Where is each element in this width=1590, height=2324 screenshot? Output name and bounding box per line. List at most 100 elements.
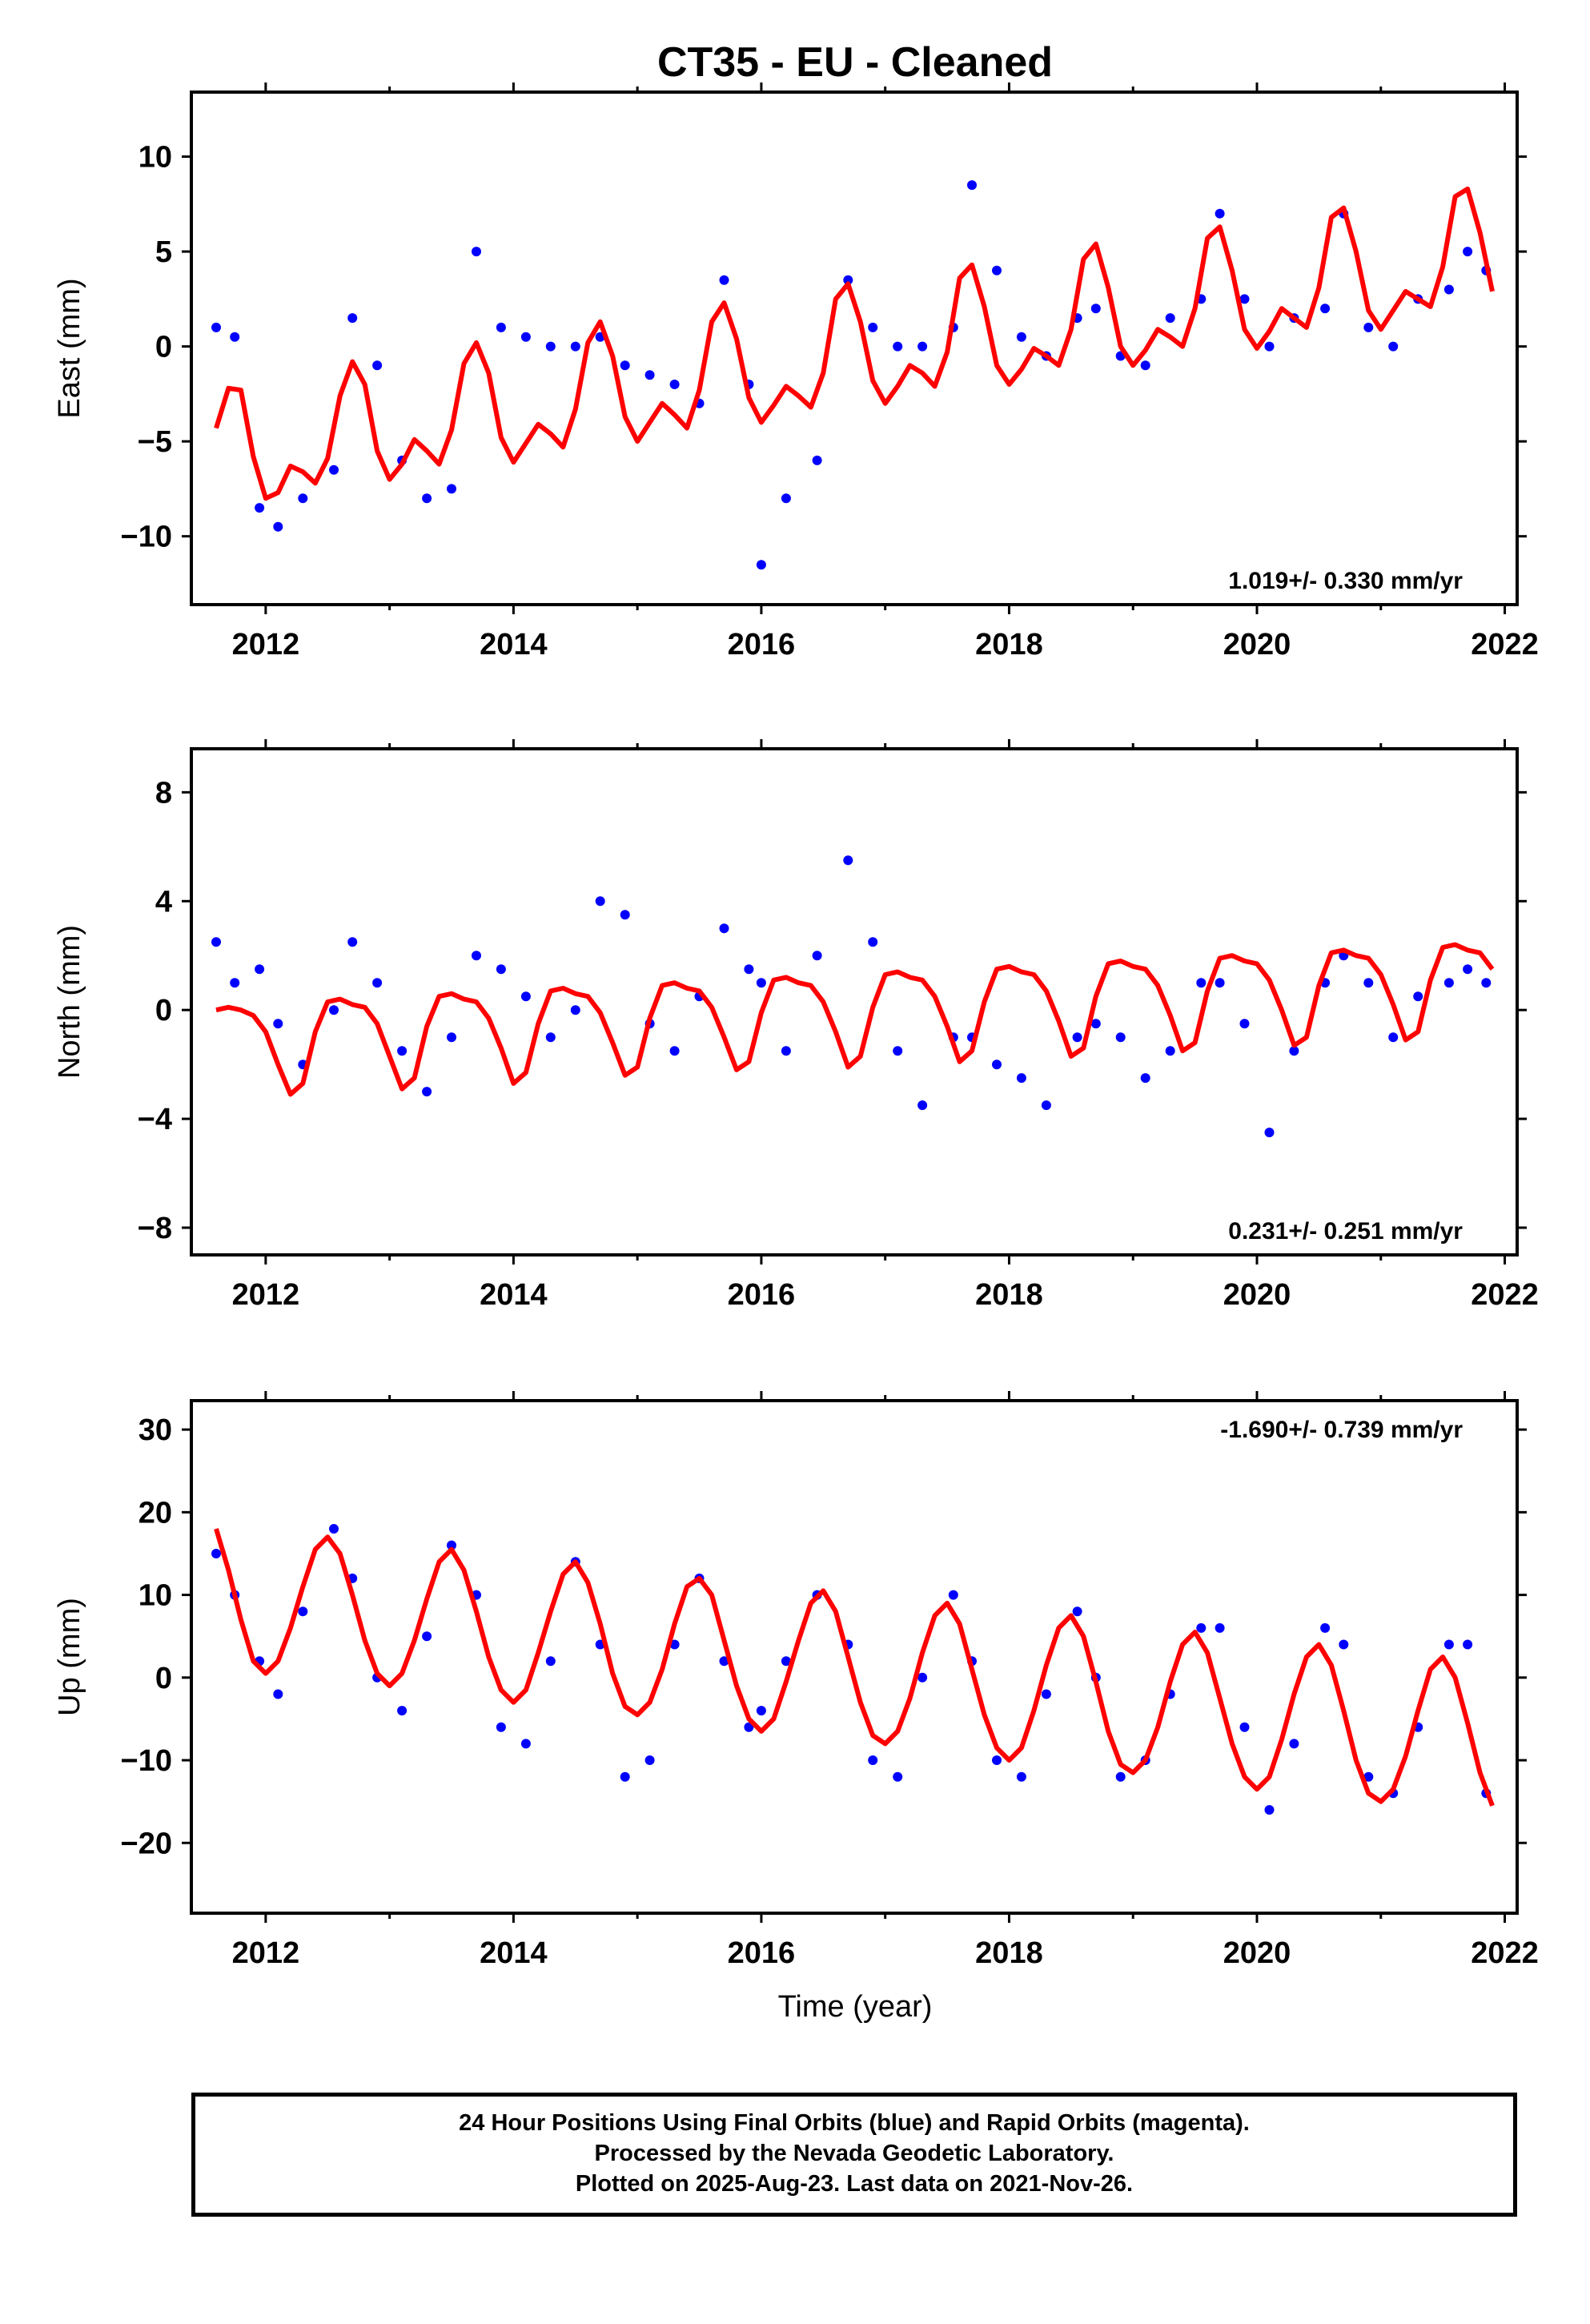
east-point	[893, 341, 903, 352]
up-point	[1264, 1805, 1275, 1815]
north-point	[1140, 1073, 1150, 1084]
east-point	[812, 455, 822, 465]
east-point	[520, 332, 531, 342]
east-point	[917, 341, 928, 352]
north-point	[447, 1032, 456, 1043]
east-xtick-label: 2016	[728, 628, 796, 661]
north-fit-line	[215, 942, 1495, 1097]
east-point	[545, 341, 556, 352]
footer-line-3: Plotted on 2025-Aug-23. Last data on 202…	[575, 2171, 1134, 2197]
east-point	[422, 493, 432, 504]
up-point	[917, 1672, 928, 1683]
up-point	[496, 1722, 506, 1732]
north-point	[1115, 1032, 1126, 1043]
north-point	[1090, 1019, 1101, 1029]
east-y-axis-label: East (mm)	[53, 278, 86, 418]
north-point	[620, 910, 630, 920]
north-point	[1443, 978, 1454, 988]
up-point	[992, 1755, 1002, 1765]
north-ytick-label: −4	[138, 1103, 172, 1136]
north-xtick-label: 2018	[975, 1278, 1043, 1312]
east-point	[644, 370, 655, 380]
east-point	[1239, 294, 1250, 304]
east-point	[1090, 304, 1101, 314]
east-point	[992, 265, 1002, 275]
east-point	[347, 313, 358, 324]
footer-line-1: 24 Hour Positions Using Final Orbits (bl…	[459, 2110, 1250, 2136]
up-point	[211, 1549, 221, 1558]
up-point	[273, 1689, 283, 1699]
north-point	[1016, 1073, 1026, 1084]
east-point	[781, 493, 791, 504]
up-point	[545, 1656, 556, 1667]
north-point	[1165, 1046, 1175, 1056]
east-ytick-label: 0	[155, 331, 172, 364]
east-point	[1016, 332, 1026, 342]
north-point	[1072, 1032, 1082, 1043]
up-xtick-label: 2022	[1471, 1936, 1539, 1970]
north-point	[1196, 978, 1207, 988]
east-xtick-label: 2012	[232, 628, 300, 661]
east-point	[211, 322, 221, 332]
north-point	[422, 1087, 432, 1097]
up-ytick-label: 10	[139, 1579, 172, 1613]
footer-line-2: Processed by the Nevada Geodetic Laborat…	[594, 2141, 1114, 2166]
north-point	[1481, 978, 1492, 988]
up-point	[868, 1755, 878, 1765]
east-point	[620, 360, 630, 371]
north-point	[719, 923, 729, 934]
east-point	[756, 560, 766, 570]
east-xtick-label: 2020	[1223, 628, 1291, 661]
east-xtick-label: 2018	[975, 628, 1043, 661]
east-point	[1264, 341, 1275, 352]
east-point	[1363, 322, 1374, 332]
east-point	[843, 275, 853, 285]
north-point	[756, 978, 766, 988]
east-point	[329, 464, 339, 475]
footer-box: 24 Hour Positions Using Final Orbits (bl…	[191, 2093, 1517, 2217]
up-ytick-label: −20	[121, 1827, 172, 1860]
north-xtick-label: 2012	[232, 1278, 300, 1312]
north-point	[520, 991, 531, 1002]
north-point	[347, 937, 358, 947]
north-point	[1239, 1019, 1250, 1029]
east-ytick-label: −10	[121, 521, 172, 554]
north-point	[273, 1019, 283, 1029]
north-point	[496, 964, 506, 975]
north-point	[1289, 1046, 1299, 1056]
east-point	[1388, 341, 1399, 352]
north-ytick-label: 4	[155, 885, 172, 919]
north-point	[669, 1046, 680, 1056]
up-point	[447, 1540, 456, 1550]
up-point	[1196, 1622, 1207, 1633]
north-point	[230, 978, 240, 988]
east-point	[372, 360, 383, 371]
north-point	[545, 1032, 556, 1043]
north-point	[1463, 964, 1473, 975]
north-point	[1041, 1100, 1051, 1111]
north-point	[1363, 978, 1374, 988]
east-ytick-label: 5	[155, 235, 172, 269]
x-axis-label: Time (year)	[778, 1990, 933, 2024]
east-point	[230, 332, 240, 342]
east-point	[1320, 304, 1331, 314]
north-point	[211, 937, 221, 947]
up-point	[744, 1722, 754, 1732]
up-ytick-label: 20	[139, 1496, 172, 1530]
up-point	[298, 1606, 308, 1617]
east-point	[472, 247, 481, 257]
east-point	[1165, 313, 1175, 324]
up-point	[719, 1656, 729, 1667]
east-point	[1463, 247, 1473, 257]
north-point	[329, 1005, 339, 1015]
north-point	[1215, 978, 1225, 988]
north-point	[781, 1046, 791, 1056]
north-ytick-label: 0	[155, 994, 172, 1027]
north-point	[570, 1005, 580, 1015]
up-point	[1239, 1722, 1250, 1732]
north-y-axis-label: North (mm)	[53, 925, 86, 1079]
up-point	[644, 1755, 655, 1765]
east-xtick-label: 2014	[480, 628, 548, 661]
east-points	[211, 180, 1492, 570]
